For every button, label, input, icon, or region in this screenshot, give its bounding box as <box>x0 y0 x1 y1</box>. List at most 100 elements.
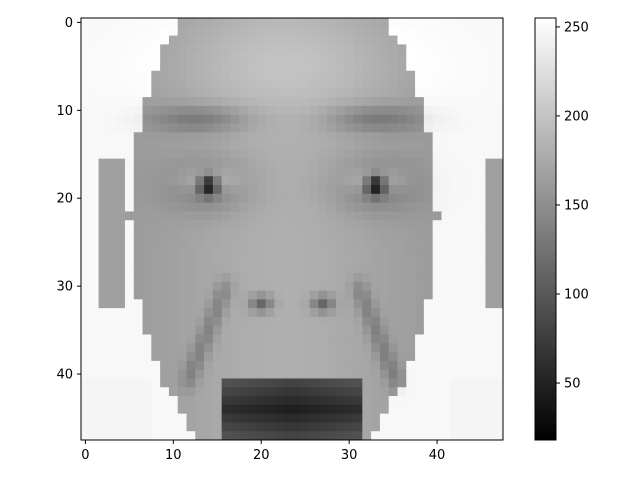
heatmap-cell <box>300 88 310 98</box>
heatmap-cell <box>160 211 170 221</box>
heatmap-cell <box>186 299 196 309</box>
heatmap-cell <box>292 316 302 327</box>
heatmap-cell <box>160 360 170 371</box>
heatmap-cell <box>415 413 425 423</box>
heatmap-cell <box>423 369 434 379</box>
heatmap-cell <box>441 176 451 186</box>
heatmap-cell <box>379 229 390 239</box>
heatmap-cell <box>388 369 398 379</box>
heatmap-cell <box>441 369 451 379</box>
heatmap-cell <box>81 281 91 291</box>
heatmap-cell <box>441 149 451 160</box>
heatmap-cell <box>388 220 398 230</box>
heatmap-cell <box>397 167 407 177</box>
heatmap-cell <box>204 255 214 265</box>
heatmap-cell <box>344 44 354 54</box>
x-axis: 0 10 20 30 40 <box>81 440 445 463</box>
heatmap-cell <box>256 211 267 221</box>
heatmap-cell <box>195 352 205 362</box>
heatmap-cell <box>485 308 495 318</box>
heatmap-cell <box>186 431 196 441</box>
heatmap-cell <box>265 431 275 441</box>
heatmap-cell <box>221 431 231 441</box>
heatmap-cell <box>318 369 328 379</box>
heatmap-cell <box>177 431 187 441</box>
heatmap-cell <box>344 369 354 379</box>
heatmap-cell <box>221 272 231 283</box>
heatmap-cell <box>239 246 249 256</box>
heatmap-cell <box>353 44 363 54</box>
heatmap-cell <box>300 316 310 327</box>
heatmap-cell <box>415 422 425 432</box>
heatmap-cell <box>239 70 249 80</box>
heatmap-cell <box>142 422 152 432</box>
heatmap-cell <box>186 237 196 247</box>
heatmap-cell <box>344 26 354 36</box>
heatmap-cell <box>494 53 504 63</box>
heatmap-cell <box>467 97 478 107</box>
heatmap-cell <box>256 352 267 362</box>
heatmap-cell <box>107 237 117 247</box>
heatmap-cell <box>239 334 249 344</box>
heatmap-cell <box>388 422 398 432</box>
heatmap-cell <box>168 264 179 274</box>
heatmap-cell <box>441 308 451 318</box>
heatmap-cell <box>212 70 223 80</box>
heatmap-cell <box>151 422 161 432</box>
heatmap-cell <box>335 308 346 318</box>
heatmap-cell <box>327 325 337 335</box>
heatmap-cell <box>116 53 126 63</box>
heatmap-cell <box>204 290 214 300</box>
heatmap-cell <box>177 264 187 274</box>
heatmap-cell <box>362 105 372 116</box>
heatmap-cell <box>230 404 240 415</box>
heatmap-cell <box>230 360 240 371</box>
heatmap-cell <box>415 202 425 212</box>
heatmap-cell <box>388 272 398 283</box>
heatmap-cell <box>195 123 205 133</box>
heatmap-cell <box>309 141 319 151</box>
heatmap-cell <box>283 299 293 309</box>
heatmap-cell <box>335 396 346 406</box>
heatmap-cell <box>327 61 337 72</box>
heatmap-cell <box>274 167 284 177</box>
heatmap-cell <box>327 35 337 45</box>
heatmap-cell <box>256 79 267 89</box>
heatmap-cell <box>186 158 196 168</box>
heatmap-cell <box>116 387 126 397</box>
heatmap-cell <box>494 290 504 300</box>
heatmap-cell <box>494 369 504 379</box>
heatmap-cell <box>177 246 187 256</box>
heatmap-cell <box>467 176 478 186</box>
heatmap-cell <box>415 237 425 247</box>
heatmap-cell <box>467 387 478 397</box>
heatmap-cell <box>133 185 143 195</box>
heatmap-cell <box>441 132 451 142</box>
heatmap-cell <box>265 325 275 335</box>
heatmap-cell <box>177 352 187 362</box>
heatmap-cell <box>318 308 328 318</box>
heatmap-cell <box>327 97 337 107</box>
heatmap-cell <box>107 255 117 265</box>
heatmap-cell <box>485 272 495 283</box>
heatmap-cell <box>344 308 354 318</box>
heatmap-cell <box>388 229 398 239</box>
heatmap-cell <box>89 378 99 388</box>
heatmap-cell <box>327 299 337 309</box>
heatmap-cell <box>230 70 240 80</box>
heatmap-cell <box>362 281 372 291</box>
heatmap-cell <box>309 299 319 309</box>
heatmap-cell <box>116 413 126 423</box>
heatmap-cell <box>406 308 416 318</box>
heatmap-cell <box>265 404 275 415</box>
heatmap-cell <box>397 158 407 168</box>
heatmap-cell <box>177 26 187 36</box>
heatmap-cell <box>432 299 442 309</box>
heatmap-cell <box>371 79 381 89</box>
heatmap-cell <box>415 299 425 309</box>
heatmap-cell <box>265 387 275 397</box>
heatmap-cell <box>441 167 451 177</box>
heatmap-cell <box>239 79 249 89</box>
heatmap-cell <box>186 123 196 133</box>
heatmap-cell <box>432 396 442 406</box>
